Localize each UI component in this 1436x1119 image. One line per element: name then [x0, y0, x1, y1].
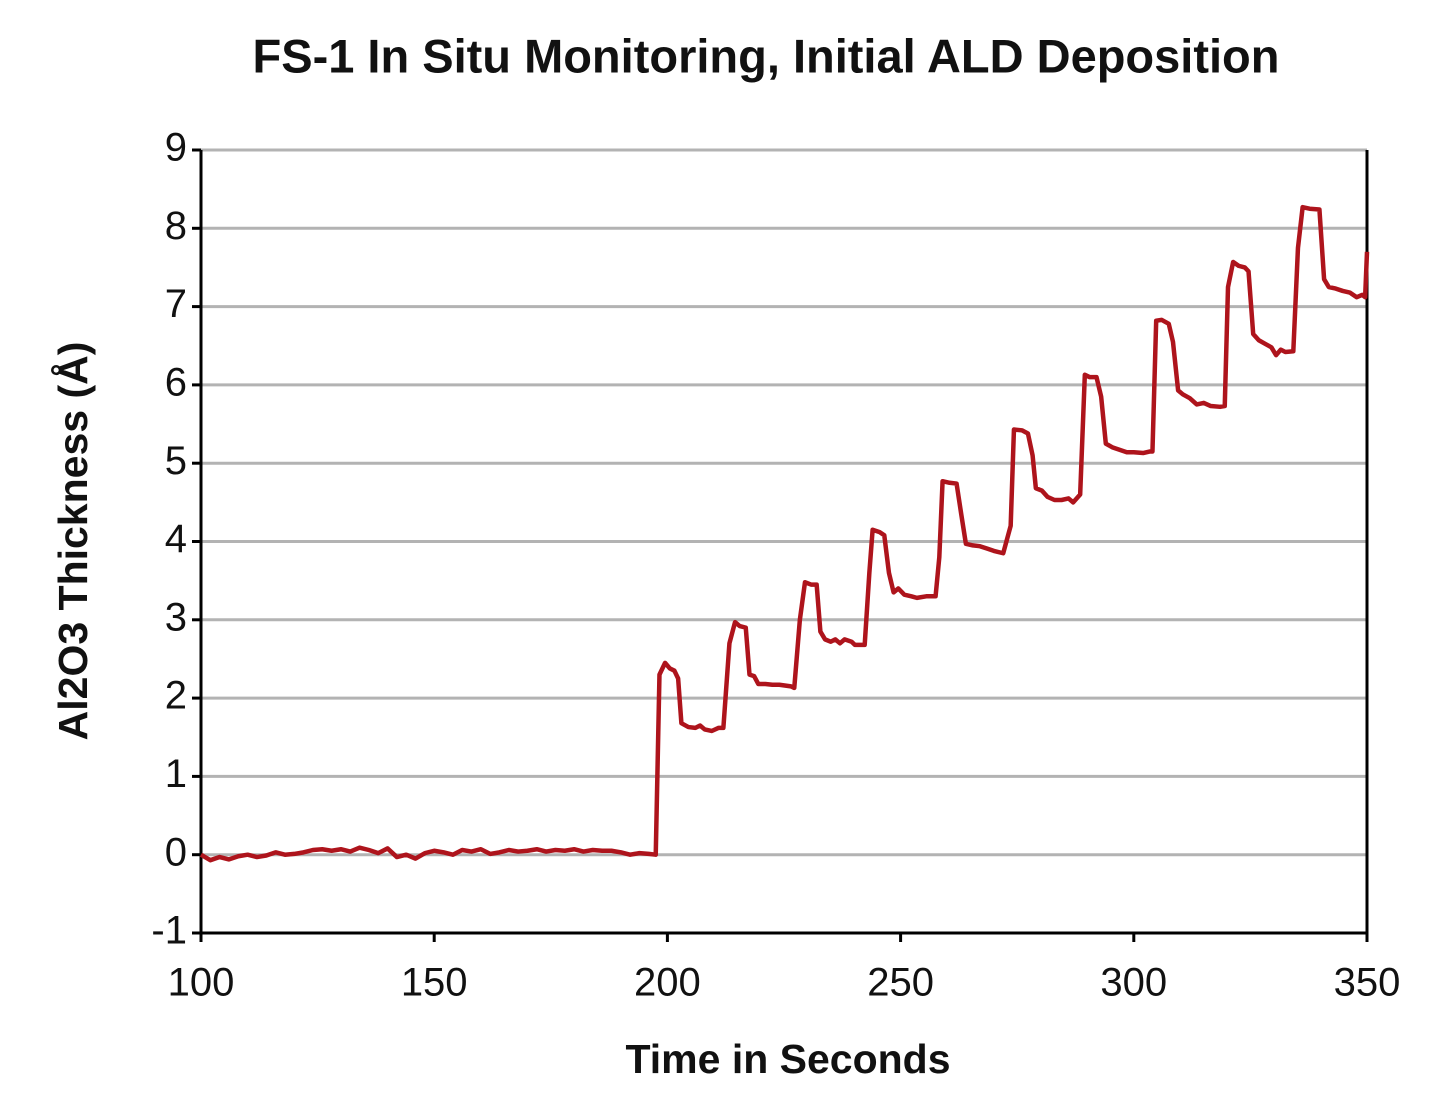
- x-tick-label: 300: [1100, 961, 1167, 1005]
- y-axis-label: Al2O3 Thickness (Å): [50, 342, 96, 741]
- data-line: [199, 204, 1370, 863]
- x-axis-label: Time in Seconds: [625, 1036, 950, 1082]
- y-tick-label: 0: [165, 830, 187, 874]
- y-tick-label: 4: [165, 517, 187, 561]
- x-tick-label: 250: [867, 961, 934, 1005]
- y-tick-label: -1: [151, 909, 187, 953]
- y-tick-label: 6: [165, 360, 187, 404]
- y-tick-label: 5: [165, 439, 187, 483]
- x-tick-label: 350: [1334, 961, 1401, 1005]
- y-tick-label: 9: [165, 126, 187, 170]
- chart-title: FS-1 In Situ Monitoring, Initial ALD Dep…: [253, 29, 1280, 82]
- x-tick-label: 200: [634, 961, 701, 1005]
- x-tick-label: 100: [168, 961, 235, 1005]
- y-tick-label: 2: [165, 674, 187, 718]
- x-tick-label: 150: [401, 961, 468, 1005]
- y-tick-label: 8: [165, 204, 187, 248]
- y-tick-label: 7: [165, 282, 187, 326]
- y-tick-label: 1: [165, 752, 187, 796]
- y-tick-label: 3: [165, 595, 187, 639]
